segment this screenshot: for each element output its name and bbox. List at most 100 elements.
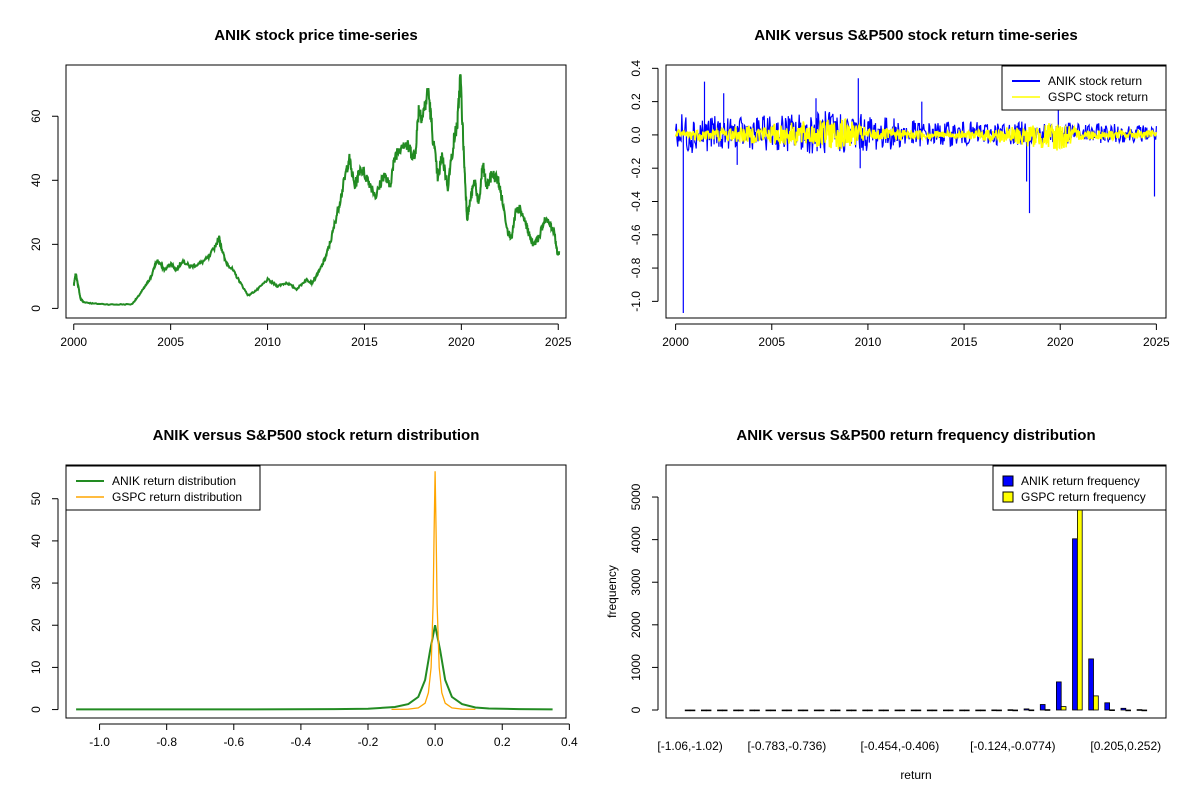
- return-distribution-chart: ANIK versus S&P500 stock return distribu…: [29, 427, 578, 749]
- x-tick-label: 2000: [662, 335, 689, 349]
- bar-gspc: [996, 709, 1002, 712]
- y-tick-label: -0.8: [629, 257, 643, 278]
- bar-gspc: [1093, 695, 1099, 711]
- legend-box: [992, 465, 1167, 511]
- bar-anik: [1088, 658, 1094, 711]
- bar-anik: [862, 709, 868, 712]
- bar-gspc: [818, 709, 825, 712]
- bar-gspc: [770, 709, 776, 712]
- bar-anik: [991, 709, 997, 712]
- chart-title: ANIK versus S&P500 stock return time-ser…: [754, 27, 1077, 44]
- bar-gspc: [1044, 709, 1051, 711]
- legend-entry: GSPC return frequency: [1021, 490, 1146, 504]
- bar-anik: [765, 709, 772, 712]
- y-tick-label: 10: [29, 660, 43, 674]
- bar-gspc: [705, 709, 712, 712]
- legend-box: [65, 465, 261, 511]
- plot-frame: [665, 464, 1167, 719]
- bar-anik: [701, 709, 707, 712]
- y-tick-label: 5000: [629, 483, 643, 510]
- bar-anik: [1120, 707, 1127, 711]
- bar-anik: [749, 709, 755, 712]
- y-tick-label: 0: [29, 706, 43, 713]
- x-tick-label: -0.6: [223, 735, 244, 749]
- bar-gspc: [834, 709, 841, 712]
- bar-gspc: [947, 709, 954, 712]
- legend-entry: ANIK stock return: [1048, 74, 1142, 88]
- bar-gspc: [964, 709, 970, 712]
- x-tick-label: 2020: [448, 335, 475, 349]
- x-tick-label: 0.4: [561, 735, 578, 749]
- x-tick-label: 2000: [60, 335, 87, 349]
- bar-gspc: [1077, 479, 1083, 711]
- x-tick-label: 2010: [254, 335, 281, 349]
- series-anik-density: [76, 625, 553, 711]
- y-tick-label: 2000: [629, 611, 643, 638]
- y-tick-label: 0: [29, 305, 43, 312]
- x-tick-label: [0.205,0.252): [1090, 739, 1161, 753]
- bar-anik: [1007, 709, 1014, 711]
- bar-gspc: [689, 709, 696, 712]
- x-tick-label: [-0.454,-0.406): [861, 739, 940, 753]
- bar-gspc: [931, 709, 938, 712]
- series-anik-price: [72, 74, 561, 306]
- bar-gspc: [721, 709, 728, 712]
- x-tick-label: 2015: [951, 335, 978, 349]
- y-tick-label: 50: [29, 492, 43, 506]
- x-tick-label: 2005: [758, 335, 785, 349]
- legend-entry: ANIK return distribution: [112, 474, 236, 488]
- y-tick-label: 20: [29, 618, 43, 632]
- x-tick-label: 2025: [545, 335, 572, 349]
- x-tick-label: -0.8: [156, 735, 177, 749]
- y-tick-label: 0.4: [629, 60, 643, 77]
- chart-title: ANIK versus S&P500 stock return distribu…: [153, 427, 480, 444]
- y-tick-label: 3000: [629, 569, 643, 596]
- legend-entry: GSPC stock return: [1048, 90, 1148, 104]
- bar-anik: [1136, 709, 1143, 711]
- y-tick-label: 30: [29, 576, 43, 590]
- series-gspc-density: [391, 471, 476, 711]
- bar-anik: [910, 709, 917, 712]
- bar-gspc: [1028, 709, 1035, 712]
- x-tick-label: 2020: [1047, 335, 1074, 349]
- bar-anik: [943, 709, 949, 712]
- return-frequency-chart: ANIK versus S&P500 return frequency dist…: [605, 427, 1167, 782]
- bar-gspc: [899, 709, 906, 712]
- legend-entry: ANIK return frequency: [1021, 474, 1140, 488]
- x-axis-label: return: [900, 768, 931, 782]
- bar-anik: [926, 709, 933, 712]
- y-tick-label: -0.4: [629, 191, 643, 212]
- x-tick-label: 2015: [351, 335, 378, 349]
- bar-gspc: [867, 709, 873, 712]
- x-tick-label: -1.0: [89, 735, 110, 749]
- x-tick-label: 2025: [1143, 335, 1170, 349]
- chart-title: ANIK stock price time-series: [214, 27, 417, 44]
- y-tick-label: 0.2: [629, 93, 643, 110]
- bar-gspc: [738, 709, 744, 712]
- bar-gspc: [786, 709, 793, 712]
- x-tick-label: -0.2: [358, 735, 379, 749]
- legend-entry: GSPC return distribution: [112, 490, 242, 504]
- x-tick-label: 2010: [855, 335, 882, 349]
- y-axis-label: frequency: [605, 565, 619, 618]
- y-tick-label: 1000: [629, 654, 643, 681]
- bar-anik: [878, 709, 885, 712]
- bar-gspc: [1125, 709, 1132, 712]
- x-tick-label: 0.0: [427, 735, 444, 749]
- x-tick-label: [-0.124,-0.0774): [970, 739, 1055, 753]
- bar-anik: [781, 709, 788, 712]
- x-tick-label: -0.4: [291, 735, 312, 749]
- bar-anik: [830, 709, 836, 712]
- bar-anik: [846, 709, 852, 712]
- legend-swatch: [1002, 491, 1014, 503]
- y-tick-label: 40: [29, 173, 43, 187]
- bar-anik: [813, 709, 820, 712]
- x-tick-label: [-1.06,-1.02): [657, 739, 722, 753]
- bar-gspc: [851, 709, 857, 712]
- price-chart: ANIK stock price time-series 2000 2005 2010…: [29, 27, 572, 349]
- plot-frame: [65, 64, 567, 319]
- y-tick-label: 4000: [629, 526, 643, 553]
- x-tick-label: 0.2: [494, 735, 511, 749]
- bar-gspc: [915, 709, 922, 712]
